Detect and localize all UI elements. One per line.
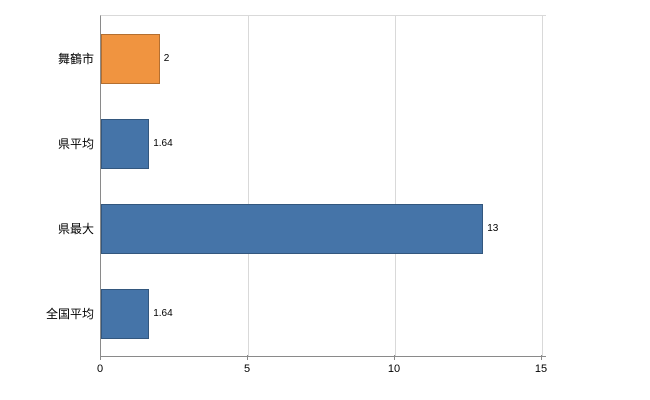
gridline-vertical [542,16,543,356]
x-axis-tick [247,355,248,360]
bar-value-label: 1.64 [153,307,173,319]
y-axis-category-label: 県平均 [57,136,94,151]
gridline-vertical [395,16,396,356]
x-axis-tick [541,355,542,360]
bar-value-label: 1.64 [153,137,173,149]
bar-value-label: 2 [163,52,170,64]
y-axis-category-label: 全国平均 [45,306,94,321]
gridline-vertical [248,16,249,356]
x-axis-tick-label: 0 [96,363,104,375]
bar-1 [101,118,150,169]
plot-area: 2 1.64 13 1.64 [100,15,546,357]
x-axis-tick [394,355,395,360]
x-axis-tick-label: 5 [243,363,251,375]
bar-0 [101,33,160,84]
bar-value-label: 13 [487,222,499,234]
x-axis-tick-label: 10 [387,363,401,375]
bar-2 [101,203,484,254]
x-axis-tick [100,355,101,360]
y-axis-category-label: 県最大 [57,221,94,236]
bar-3 [101,288,150,339]
x-axis-tick-label: 15 [534,363,548,375]
y-axis-category-label: 舞鶴市 [57,51,94,66]
